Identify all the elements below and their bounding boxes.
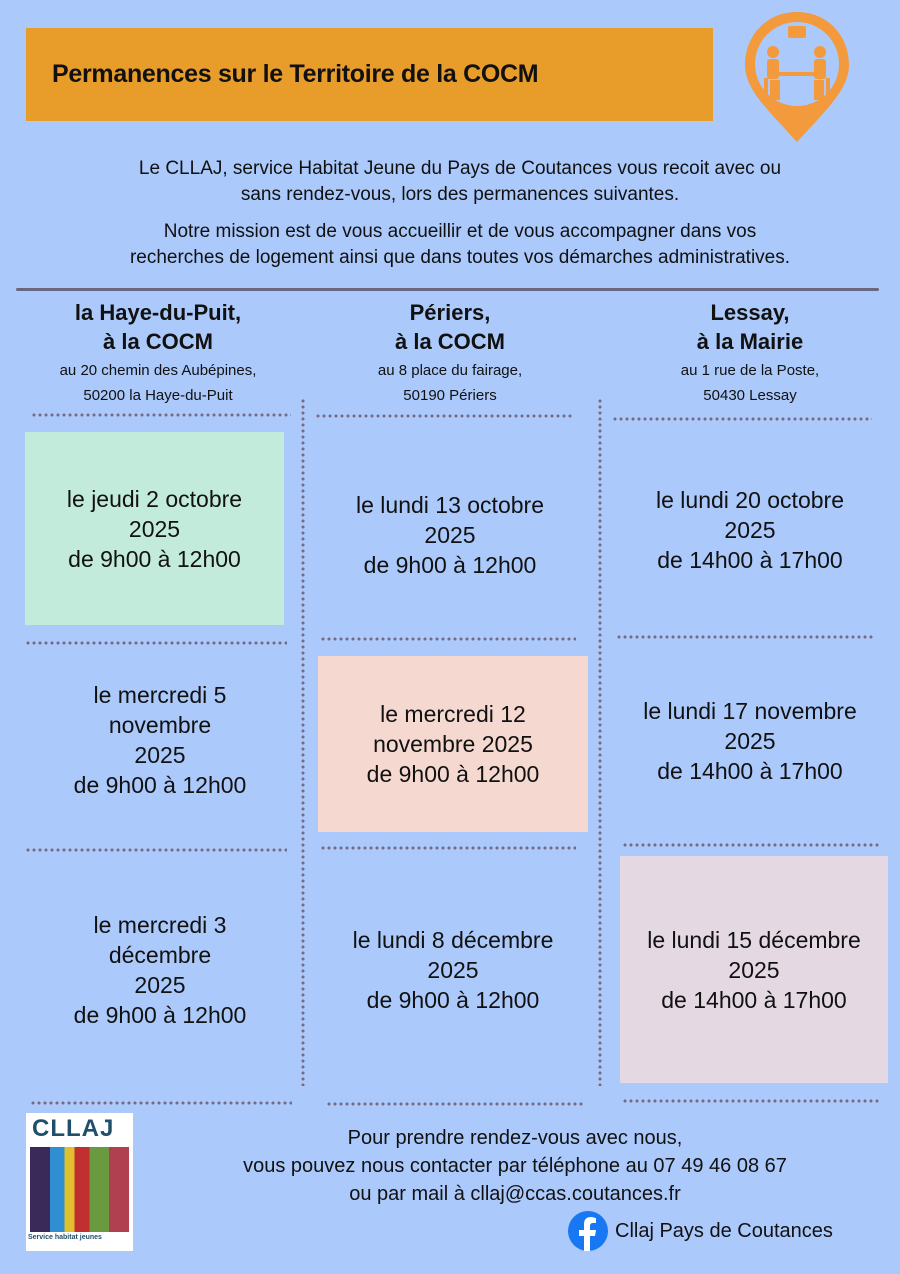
date-cell: le lundi 15 décembre 2025 de 14h00 à 17h… <box>620 856 888 1083</box>
date-hours: de 9h00 à 12h00 <box>366 761 540 787</box>
date-hours: de 9h00 à 12h00 <box>68 545 241 572</box>
intro-paragraph-2: Notre mission est de vous accueillir et … <box>40 219 880 271</box>
location-address: au 20 chemin des Aubépines, <box>59 362 257 379</box>
facebook-icon <box>568 1211 608 1251</box>
date-text: le jeudi 2 octobre <box>66 485 243 512</box>
date-text: le lundi 20 octobre <box>656 487 844 513</box>
location-venue: à la COCM <box>102 329 214 354</box>
date-hours: de 14h00 à 17h00 <box>661 986 847 1013</box>
facebook-link[interactable]: Cllaj Pays de Coutances <box>568 1211 833 1251</box>
date-text: le lundi 15 décembre <box>647 926 861 953</box>
date-hours: de 9h00 à 12h00 <box>366 987 540 1013</box>
contact-line: Pour prendre rendez-vous avec nous, <box>347 1127 683 1149</box>
dotted-divider <box>622 1099 880 1103</box>
date-text: décembre <box>108 942 212 968</box>
location-venue: à la COCM <box>394 329 506 354</box>
date-cell: le mercredi 3 décembre 2025 de 9h00 à 12… <box>25 895 295 1045</box>
location-venue: à la Mairie <box>696 329 804 354</box>
date-cell: le lundi 13 octobre 2025 de 9h00 à 12h00 <box>315 470 585 600</box>
dotted-divider <box>320 846 576 850</box>
location-pin-meeting-icon <box>745 12 849 142</box>
intro-line: recherches de logement ainsi que dans to… <box>129 247 791 268</box>
location-name: Périers, <box>409 300 491 325</box>
date-year: 2025 <box>128 515 181 542</box>
date-year: 2025 <box>427 957 479 983</box>
location-header-haye-du-puit: la Haye-du-Puit, à la COCM au 20 chemin … <box>13 298 303 406</box>
location-header-lessay: Lessay, à la Mairie au 1 rue de la Poste… <box>605 298 895 406</box>
date-text: le lundi 13 octobre <box>356 492 544 518</box>
location-name: Lessay, <box>710 300 790 325</box>
date-year: 2025 <box>724 728 776 754</box>
column-separator <box>301 398 305 1086</box>
intro-paragraph-1: Le CLLAJ, service Habitat Jeune du Pays … <box>40 156 880 208</box>
intro-line: Notre mission est de vous accueillir et … <box>163 221 757 242</box>
location-name: la Haye-du-Puit, <box>74 300 242 325</box>
intro-line: Le CLLAJ, service Habitat Jeune du Pays … <box>138 158 782 179</box>
location-address: au 8 place du fairage, <box>377 362 523 379</box>
dotted-divider <box>25 641 287 645</box>
contact-phone[interactable]: vous pouvez nous contacter par téléphone… <box>243 1155 787 1177</box>
divider <box>16 288 879 291</box>
date-cell: le lundi 8 décembre 2025 de 9h00 à 12h00 <box>318 905 588 1035</box>
location-postcode: 50200 la Haye-du-Puit <box>83 387 233 404</box>
date-text: le mercredi 12 <box>380 701 526 727</box>
date-hours: de 14h00 à 17h00 <box>657 547 843 573</box>
date-year: 2025 <box>134 972 186 998</box>
facebook-page-name[interactable]: Cllaj Pays de Coutances <box>615 1219 833 1242</box>
date-cell: le lundi 20 octobre 2025 de 14h00 à 17h0… <box>615 465 885 595</box>
date-text: novembre 2025 <box>373 731 533 757</box>
contact-email[interactable]: ou par mail à cllaj@ccas.coutances.fr <box>349 1183 681 1205</box>
dotted-divider <box>315 414 573 418</box>
dotted-divider <box>320 637 576 641</box>
date-text: le mercredi 3 <box>93 912 227 938</box>
location-header-periers: Périers, à la COCM au 8 place du fairage… <box>305 298 595 406</box>
date-cell: le jeudi 2 octobre 2025 de 9h00 à 12h00 <box>25 432 284 625</box>
date-text: le lundi 17 novembre <box>643 698 857 724</box>
dotted-divider <box>30 1101 292 1105</box>
dotted-divider <box>612 417 872 421</box>
intro-line: sans rendez-vous, lors des permanences s… <box>240 184 680 205</box>
date-year: 2025 <box>134 742 186 768</box>
date-hours: de 14h00 à 17h00 <box>657 758 843 784</box>
date-hours: de 9h00 à 12h00 <box>73 1002 247 1028</box>
column-separator <box>598 398 602 1086</box>
date-year: 2025 <box>424 522 476 548</box>
date-text: novembre <box>108 712 212 738</box>
location-postcode: 50430 Lessay <box>703 387 797 404</box>
date-hours: de 9h00 à 12h00 <box>73 772 247 798</box>
date-year: 2025 <box>728 956 780 983</box>
date-cell: le lundi 17 novembre 2025 de 14h00 à 17h… <box>615 676 885 806</box>
date-text: le mercredi 5 <box>93 682 227 708</box>
title-banner: Permanences sur le Territoire de la COCM <box>26 28 713 121</box>
date-hours: de 9h00 à 12h00 <box>363 552 537 578</box>
dotted-divider <box>326 1102 584 1106</box>
contact-info: Pour prendre rendez-vous avec nous, vous… <box>130 1124 900 1208</box>
date-text: le lundi 8 décembre <box>352 927 554 953</box>
date-cell: le mercredi 12 novembre 2025 de 9h00 à 1… <box>318 656 588 832</box>
location-postcode: 50190 Périers <box>403 387 497 404</box>
dotted-divider <box>25 848 287 852</box>
cllaj-logo: CLLAJ Service habitat jeunes <box>26 1113 133 1251</box>
dotted-divider <box>622 843 880 847</box>
location-address: au 1 rue de la Poste, <box>680 362 820 379</box>
date-cell: le mercredi 5 novembre 2025 de 9h00 à 12… <box>25 665 295 815</box>
date-year: 2025 <box>724 517 776 543</box>
dotted-divider <box>616 635 874 639</box>
page-title: Permanences sur le Territoire de la COCM <box>52 60 539 88</box>
dotted-divider <box>31 413 291 417</box>
